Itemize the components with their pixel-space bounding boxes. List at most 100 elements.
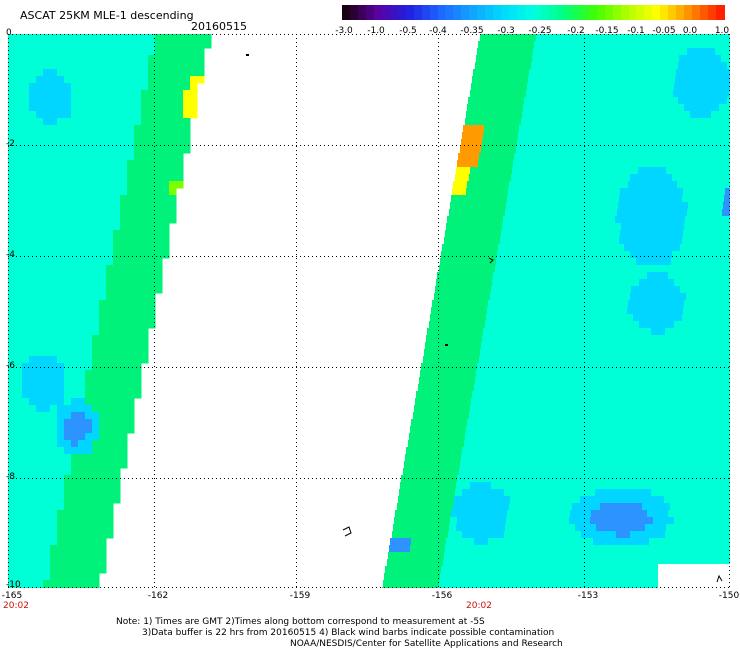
data-cell [517,97,525,105]
data-cell [155,272,163,280]
data-cell [29,139,37,147]
colorbar-labels: -3.0 -1.0 -0.5 -0.4 -0.35 -0.3 -0.25 -0.2 -0.15-… [330,26,740,38]
data-cell [439,265,447,273]
data-cell [553,489,561,497]
data-cell [78,279,86,287]
data-cell [78,580,86,588]
data-cell [678,216,686,224]
data-cell [29,426,37,434]
data-cell [476,55,484,63]
data-cell [22,517,30,525]
data-cell [526,363,534,371]
data-cell [673,90,681,98]
data-cell [78,517,86,525]
data-cell [64,258,72,266]
data-cell [36,461,44,469]
data-cell [689,76,697,84]
data-cell [134,370,142,378]
data-cell [22,510,30,518]
data-cell [71,97,79,105]
data-cell [616,55,624,63]
data-cell [8,244,16,252]
data-cell [452,545,460,553]
data-cell [528,76,536,84]
data-cell [620,34,628,42]
data-cell [628,503,636,511]
data-cell [8,496,16,504]
data-cell [623,132,631,140]
data-cell [399,566,407,574]
data-cell [64,454,72,462]
data-cell [655,188,663,196]
data-cell [693,174,701,182]
data-cell [654,552,662,560]
data-cell [8,209,16,217]
data-cell [99,153,107,161]
data-cell [504,174,512,182]
data-cell [120,321,128,329]
data-cell [696,356,704,364]
data-cell [651,370,659,378]
data-cell [567,531,575,539]
data-cell [587,139,595,147]
data-cell [504,328,512,336]
data-cell [605,118,613,126]
data-cell [600,384,608,392]
data-cell [500,356,508,364]
data-cell [567,251,575,259]
data-cell [503,496,511,504]
data-cell [78,384,86,392]
data-cell [677,342,685,350]
data-cell [71,370,79,378]
data-cell [484,167,492,175]
data-cell [148,62,156,70]
data-cell [29,83,37,91]
data-cell [570,153,578,161]
data-cell [619,237,627,245]
data-cell [403,545,411,553]
data-cell [43,370,51,378]
data-cell [22,531,30,539]
data-cell [615,139,623,147]
data-cell [697,468,705,476]
data-cell [99,552,107,560]
data-cell [43,349,51,357]
data-cell [525,370,533,378]
data-cell [8,48,16,56]
data-cell [679,447,687,455]
data-cell [681,398,689,406]
data-cell [92,167,100,175]
data-cell [434,447,442,455]
data-cell [43,118,51,126]
data-cell [36,447,44,455]
data-cell [57,216,65,224]
data-cell [496,496,504,504]
data-cell [503,258,511,266]
colorbar-swatch [652,5,661,20]
data-cell [700,174,708,182]
data-cell [57,97,65,105]
data-cell [576,160,584,168]
data-cell [492,160,500,168]
data-cell [176,41,184,49]
data-cell [85,300,93,308]
data-cell [705,223,713,231]
data-cell [50,377,58,385]
data-cell [43,580,51,588]
data-cell [644,55,652,63]
data-cell [705,265,713,273]
data-cell [628,384,636,392]
data-cell [127,230,135,238]
data-cell [64,475,72,483]
data-cell [655,69,663,77]
data-cell [176,167,184,175]
data-cell [555,41,563,49]
data-cell [516,265,524,273]
data-cell [695,160,703,168]
data-cell [516,300,524,308]
data-cell [78,314,86,322]
data-cell [660,279,668,287]
data-cell [696,76,704,84]
data-cell [613,230,621,238]
data-cell [459,545,467,553]
